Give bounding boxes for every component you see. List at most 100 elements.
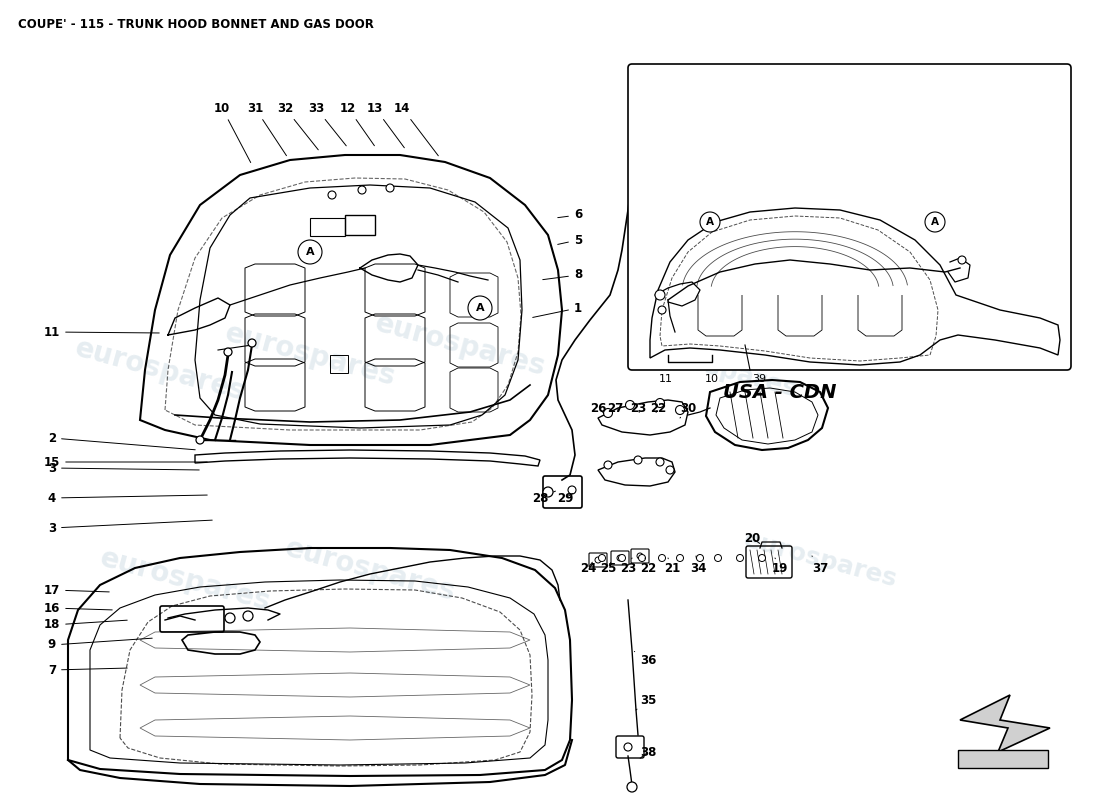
- Circle shape: [626, 401, 635, 410]
- Text: 31: 31: [246, 102, 286, 156]
- Circle shape: [624, 743, 632, 751]
- Text: 18: 18: [44, 618, 128, 631]
- Text: 36: 36: [635, 651, 657, 666]
- Text: 30: 30: [680, 402, 696, 418]
- Text: 15: 15: [44, 455, 207, 469]
- Text: 7: 7: [48, 663, 128, 677]
- Text: 17: 17: [44, 583, 109, 597]
- Text: 3: 3: [48, 520, 212, 534]
- Circle shape: [358, 186, 366, 194]
- Text: 32: 32: [277, 102, 318, 150]
- Text: 25: 25: [600, 562, 616, 574]
- Text: 11: 11: [659, 374, 673, 384]
- Bar: [345, 215, 375, 235]
- Circle shape: [958, 256, 966, 264]
- Bar: [958, 750, 1048, 768]
- Text: 38: 38: [640, 746, 657, 758]
- Text: 11: 11: [44, 326, 160, 338]
- Text: 16: 16: [44, 602, 112, 614]
- Circle shape: [328, 191, 336, 199]
- Text: 6: 6: [558, 209, 582, 222]
- Text: A: A: [931, 217, 939, 227]
- Text: 13: 13: [367, 102, 405, 148]
- Circle shape: [196, 436, 204, 444]
- Circle shape: [696, 554, 704, 562]
- Text: 27: 27: [607, 402, 623, 414]
- Text: 23: 23: [630, 402, 646, 414]
- Text: 4: 4: [48, 491, 207, 505]
- Text: 29: 29: [557, 491, 573, 505]
- Text: 23: 23: [620, 558, 636, 574]
- Text: 35: 35: [636, 694, 657, 710]
- Circle shape: [243, 611, 253, 621]
- Text: 39: 39: [752, 374, 766, 384]
- Circle shape: [658, 306, 666, 314]
- Text: 10: 10: [705, 374, 719, 384]
- Bar: [330, 355, 348, 373]
- Text: 33: 33: [308, 102, 346, 146]
- Circle shape: [666, 466, 674, 474]
- Circle shape: [700, 212, 720, 232]
- Text: A: A: [475, 303, 484, 313]
- Circle shape: [637, 553, 644, 559]
- Text: USA - CDN: USA - CDN: [724, 383, 837, 402]
- Text: eurospares: eurospares: [740, 528, 900, 592]
- Circle shape: [618, 554, 626, 562]
- Text: eurospares: eurospares: [221, 318, 398, 391]
- Bar: [310, 218, 345, 236]
- Circle shape: [595, 557, 601, 563]
- Circle shape: [604, 409, 613, 418]
- Text: 10: 10: [213, 102, 251, 162]
- Text: eurospares: eurospares: [282, 534, 459, 606]
- Circle shape: [759, 554, 766, 562]
- Text: 19: 19: [772, 558, 789, 574]
- Circle shape: [598, 554, 605, 562]
- Text: eurospares: eurospares: [640, 338, 800, 402]
- Text: 5: 5: [558, 234, 582, 246]
- Text: 22: 22: [650, 402, 667, 414]
- Circle shape: [617, 555, 623, 561]
- Circle shape: [248, 339, 256, 347]
- Text: 21: 21: [664, 558, 680, 574]
- Text: 1: 1: [532, 302, 582, 318]
- Text: 9: 9: [48, 638, 152, 651]
- Circle shape: [925, 212, 945, 232]
- Text: eurospares: eurospares: [97, 544, 274, 616]
- Text: A: A: [706, 217, 714, 227]
- Text: 12: 12: [340, 102, 374, 146]
- Circle shape: [226, 613, 235, 623]
- Text: eurospares: eurospares: [372, 309, 549, 382]
- Circle shape: [654, 290, 666, 300]
- Text: 2: 2: [48, 431, 195, 450]
- Circle shape: [676, 554, 683, 562]
- Text: 22: 22: [640, 558, 656, 574]
- FancyBboxPatch shape: [628, 64, 1071, 370]
- Circle shape: [386, 184, 394, 192]
- Text: 37: 37: [812, 556, 828, 574]
- Text: 20: 20: [744, 531, 760, 545]
- Text: 14: 14: [394, 102, 438, 156]
- Text: eurospares: eurospares: [72, 334, 249, 406]
- Circle shape: [468, 296, 492, 320]
- Circle shape: [656, 458, 664, 466]
- Text: 24: 24: [580, 562, 596, 574]
- Text: A: A: [306, 247, 315, 257]
- Text: 26: 26: [590, 402, 606, 414]
- Circle shape: [737, 554, 744, 562]
- Text: 8: 8: [542, 269, 582, 282]
- Circle shape: [675, 406, 684, 414]
- Circle shape: [634, 456, 642, 464]
- Circle shape: [568, 486, 576, 494]
- Text: 34: 34: [690, 556, 706, 574]
- Circle shape: [604, 461, 612, 469]
- Circle shape: [638, 554, 646, 562]
- Circle shape: [543, 487, 553, 497]
- Circle shape: [656, 398, 664, 407]
- Circle shape: [715, 554, 722, 562]
- Circle shape: [659, 554, 666, 562]
- Text: 28: 28: [531, 491, 556, 505]
- Circle shape: [627, 782, 637, 792]
- Circle shape: [224, 348, 232, 356]
- Polygon shape: [960, 695, 1050, 752]
- Text: 3: 3: [48, 462, 199, 474]
